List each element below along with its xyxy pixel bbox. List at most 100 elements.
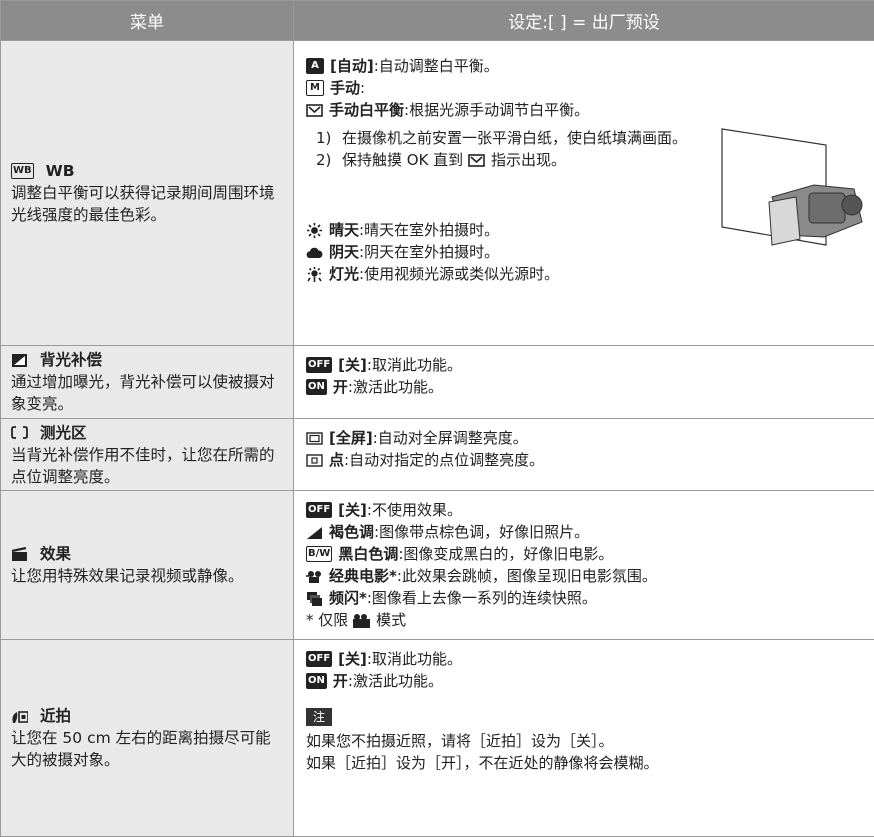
settings-cell: A [自动]:自动调整白平衡。 M 手动:手动白平衡:根据光源手动调节白平衡。 1)在摄… — [294, 41, 874, 346]
table-row: 效果让您用特殊效果记录视频或静像。 OFF [关]:不使用效果。褐色调:图像带点棕色… — [1, 491, 874, 640]
setting-label: 经典电影* — [329, 565, 397, 587]
menu-name: 效果 — [40, 543, 71, 565]
step-text: 在摄像机之前安置一张平滑白纸，使白纸填满画面。 — [342, 127, 687, 149]
menu-name: 测光区 — [40, 422, 87, 444]
setting-text: :激活此功能。 — [348, 376, 443, 398]
icon: M — [306, 80, 324, 96]
menu-desc: 让您用特殊效果记录视频或静像。 — [11, 565, 283, 587]
icon-back — [11, 353, 28, 368]
icon-sepia — [306, 525, 323, 540]
setting-line: 手动白平衡:根据光源手动调节白平衡。 — [306, 99, 862, 121]
setting-label: 点 — [329, 449, 344, 471]
icon: B/W — [306, 546, 332, 562]
menu-desc: 通过增加曝光，背光补偿可以使被摄对象变亮。 — [11, 371, 283, 415]
setting-label: [全屏] — [329, 427, 373, 449]
footnote-before: * 仅限 — [306, 609, 348, 631]
settings-cell: [全屏]:自动对全屏调整亮度。点:自动对指定的点位调整亮度。 — [294, 419, 874, 491]
setting-label: [自动] — [330, 55, 374, 77]
setting-text: :晴天在室外拍摄时。 — [359, 219, 499, 241]
note-badge: 注 — [306, 708, 332, 726]
icon-cloud — [306, 245, 323, 260]
setting-text: :自动对指定的点位调整亮度。 — [344, 449, 544, 471]
setting-text: :取消此功能。 — [367, 648, 462, 670]
setting-text: :图像看上去像一系列的连续快照。 — [367, 587, 597, 609]
setting-line: [全屏]:自动对全屏调整亮度。 — [306, 427, 862, 449]
icon-movie — [353, 613, 370, 628]
setting-label: 手动白平衡 — [329, 99, 404, 121]
setting-text: : — [360, 77, 365, 99]
icon: A — [306, 58, 324, 74]
menu-name: 背光补偿 — [40, 349, 102, 371]
icon-sun — [306, 223, 323, 238]
table-row: 近拍让您在 50 cm 左右的距离拍摄尽可能大的被摄对象。 OFF[关]:取消此功… — [1, 640, 874, 837]
footnote: * 仅限 模式 — [306, 609, 862, 631]
icon: ON — [306, 673, 327, 689]
step-number: 1) — [316, 127, 342, 149]
setting-label: 褐色调 — [329, 521, 374, 543]
icon-full — [306, 431, 323, 446]
icon: OFF — [306, 357, 332, 373]
menu-cell: 测光区当背光补偿作用不佳时，让您在所需的点位调整亮度。 — [1, 419, 294, 491]
header-menu: 菜单 — [1, 1, 294, 41]
setting-line: 经典电影*:此效果会跳帧，图像呈现旧电影氛围。 — [306, 565, 862, 587]
icon: ON — [306, 379, 327, 395]
footnote-after: 模式 — [376, 609, 406, 631]
icon-effect — [11, 547, 28, 562]
menu-desc: 让您在 50 cm 左右的距离拍摄尽可能大的被摄对象。 — [11, 727, 283, 771]
table-row: 背光补偿通过增加曝光，背光补偿可以使被摄对象变亮。 OFF[关]:取消此功能。 ON… — [1, 346, 874, 419]
step-text-before: 保持触摸 OK 直到 — [342, 151, 463, 169]
icon: OFF — [306, 651, 332, 667]
menu-desc: 调整白平衡可以获得记录期间周围环境光线强度的最佳色彩。 — [11, 182, 283, 226]
setting-label: 灯光 — [329, 263, 359, 285]
step-text: 保持触摸 OK 直到 指示出现。 — [342, 149, 566, 171]
setting-line: OFF[关]:取消此功能。 — [306, 648, 862, 670]
header-row: 菜单 设定:[ ] = 出厂预设 — [1, 1, 874, 41]
menu-title: 效果 — [11, 543, 283, 565]
menu-name: 近拍 — [40, 705, 71, 727]
menu-cell: 背光补偿通过增加曝光，背光补偿可以使被摄对象变亮。 — [1, 346, 294, 419]
icon: WB — [11, 163, 34, 179]
setting-label: 阴天 — [329, 241, 359, 263]
setting-label: [关] — [338, 499, 367, 521]
icon-lamp — [306, 267, 323, 282]
setting-label: 手动 — [330, 77, 360, 99]
setting-text: :根据光源手动调节白平衡。 — [404, 99, 589, 121]
setting-text: :图像带点棕色调，好像旧照片。 — [374, 521, 589, 543]
setting-line: OFF[关]:取消此功能。 — [306, 354, 862, 376]
icon: OFF — [306, 502, 332, 518]
icon-meter — [11, 425, 28, 440]
note-line: 如果［近拍］设为［开］，不在近处的静像将会模糊。 — [306, 752, 862, 774]
settings-cell: OFF [关]:不使用效果。褐色调:图像带点棕色调，好像旧照片。 B/W 黑白色调 :图… — [294, 491, 874, 640]
setting-text: :使用视频光源或类似光源时。 — [359, 263, 559, 285]
setting-text: :取消此功能。 — [367, 354, 462, 376]
setting-text: :阴天在室外拍摄时。 — [359, 241, 499, 263]
setting-text: :此效果会跳帧，图像呈现旧电影氛围。 — [397, 565, 657, 587]
setting-line: M 手动: — [306, 77, 862, 99]
menu-title: 测光区 — [11, 422, 283, 444]
setting-line: A [自动]:自动调整白平衡。 — [306, 55, 862, 77]
setting-label: 黑白色调 — [338, 543, 398, 565]
icon-wb — [468, 153, 485, 168]
camera-illustration — [714, 127, 864, 252]
setting-text: :自动调整白平衡。 — [374, 55, 499, 77]
menu-desc: 当背光补偿作用不佳时，让您在所需的点位调整亮度。 — [11, 444, 283, 488]
step-text-after: 指示出现。 — [491, 151, 566, 169]
icon-wb — [306, 103, 323, 118]
setting-line: 频闪*:图像看上去像一系列的连续快照。 — [306, 587, 862, 609]
note-line: 如果您不拍摄近照，请将［近拍］设为［关］。 — [306, 730, 862, 752]
setting-text: :自动对全屏调整亮度。 — [373, 427, 528, 449]
icon-film — [306, 569, 323, 584]
menu-title: 背光补偿 — [11, 349, 283, 371]
setting-text: :不使用效果。 — [367, 499, 462, 521]
menu-cell: 近拍让您在 50 cm 左右的距离拍摄尽可能大的被摄对象。 — [1, 640, 294, 837]
icon-close — [11, 709, 28, 724]
step-number: 2) — [316, 149, 342, 171]
setting-text: :激活此功能。 — [348, 670, 443, 692]
